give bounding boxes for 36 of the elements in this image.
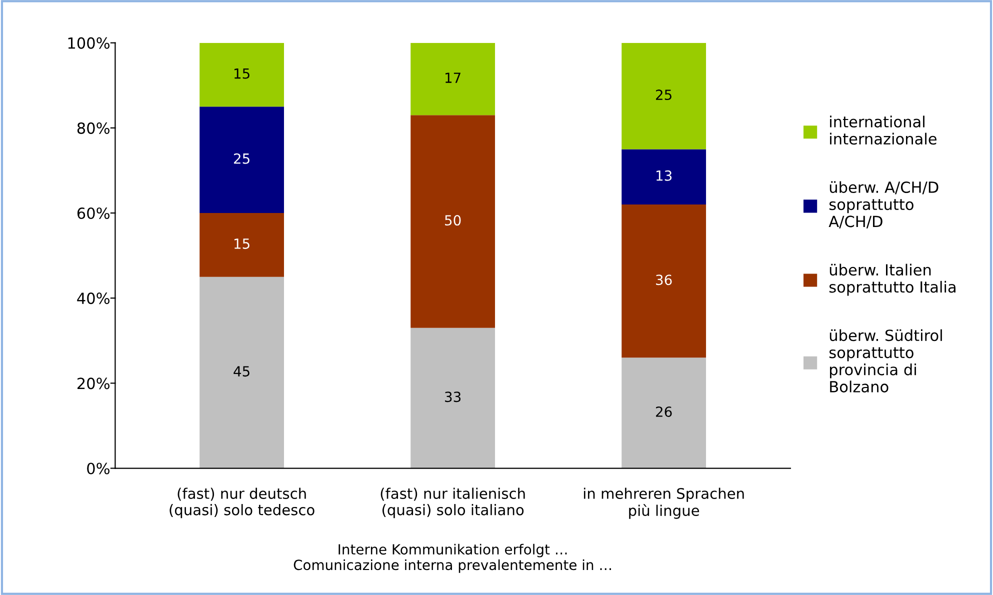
data-label: 50 [445,215,461,226]
legend-label: international internazionale [830,116,936,145]
y-tick-label: 100% [68,37,110,49]
bar [622,42,706,150]
data-label: 33 [445,392,461,402]
bar [200,42,284,107]
data-label: 15 [234,238,250,249]
x-axis-title: Interne Kommunikation erfolgt … Comunicazione interna prevalentemente in … [294,544,611,573]
legend-label: überw. Italien soprattutto Italia [829,264,956,296]
bar [200,106,284,214]
data-label: 17 [445,72,460,83]
legend-label: überw. Südtirol soprattutto provincia di Bolzano [829,329,942,392]
legend-label: überw. A/CH/D soprattutto A/CH/D [828,181,938,228]
y-tick-label: 80% [77,122,110,134]
y-tick-label: 40% [77,292,110,304]
bar [200,213,284,277]
bar [622,358,706,468]
x-tick-label: (fast) nur deutsch (quasi) solo tedesco [170,488,314,518]
y-tick-label: 20% [77,378,110,390]
bar [410,42,496,116]
data-label: 45 [234,366,250,377]
data-label: 25 [234,153,250,164]
y-tick-label: 60% [77,207,110,220]
data-label: 25 [656,90,672,100]
x-tick-label: in mehreren Sprachen più lingue [584,488,744,519]
bar [622,204,706,358]
data-label: 13 [656,170,672,181]
data-label: 36 [656,274,672,286]
bar [410,115,496,328]
bar [200,276,284,468]
x-tick-label: (fast) nur italienisch (quasi) solo italiano [380,488,525,518]
bar [622,149,706,204]
data-label: 26 [656,406,672,417]
bar [410,328,496,468]
data-label: 15 [234,68,250,79]
y-tick-label: 0% [87,462,110,474]
